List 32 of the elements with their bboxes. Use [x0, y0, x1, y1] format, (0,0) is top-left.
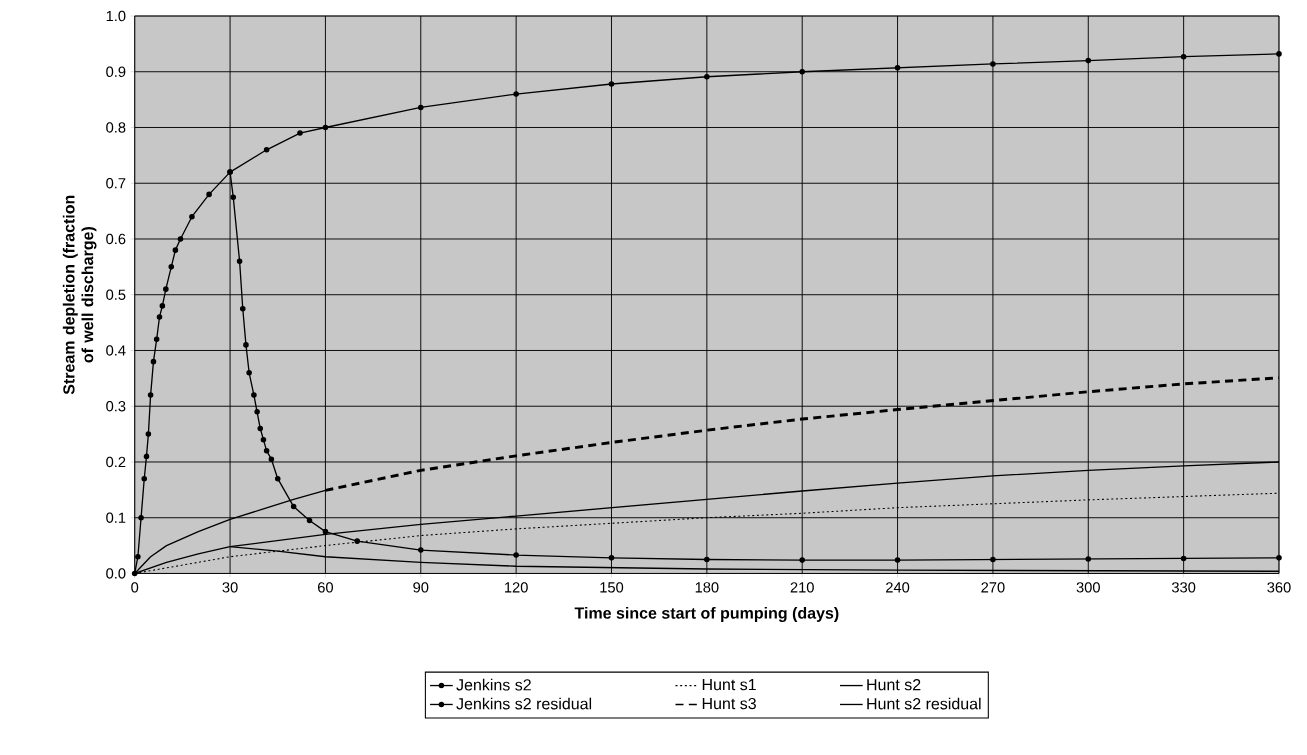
legend-label: Hunt s3 [702, 697, 756, 710]
x-tick-label: 60 [318, 582, 334, 593]
y-axis-title: Stream depletion (fraction of well discharge) [62, 195, 97, 395]
x-tick-label: 180 [695, 582, 719, 593]
x-tick-label: 270 [981, 582, 1005, 593]
legend-label: Hunt s1 [702, 679, 756, 691]
legend-label: Jenkins s2 [456, 678, 531, 691]
x-tick-label: 330 [1171, 582, 1196, 593]
x-tick-label: 300 [1076, 582, 1100, 593]
y-tick-label: 0.8 [106, 122, 126, 133]
y-tick-label: 0.6 [106, 233, 126, 245]
y-tick-label: 0.2 [106, 456, 126, 468]
y-tick-label: 0.3 [106, 401, 126, 412]
legend-label: Hunt s2 residual [867, 697, 981, 710]
x-tick-label: 30 [222, 582, 238, 593]
y-tick-label: 0.5 [106, 289, 126, 301]
y-tick-label: 0.1 [106, 512, 126, 523]
x-axis-title: Time since start of pumping (days) [574, 607, 839, 623]
y-tick-label: 0.0 [106, 568, 126, 579]
x-tick-label: 120 [505, 582, 528, 593]
x-tick-label: 240 [886, 582, 910, 593]
x-tick-label: 360 [1267, 582, 1291, 593]
x-tick-label: 150 [600, 582, 624, 593]
legend-label: Hunt s2 [867, 679, 921, 691]
x-tick-label: 0 [131, 582, 139, 593]
y-tick-label: 0.7 [106, 178, 126, 189]
y-tick-label: 0.9 [106, 66, 126, 78]
y-tick-label: 1.0 [106, 10, 126, 22]
x-tick-label: 210 [790, 582, 814, 593]
x-tick-label: 90 [413, 582, 429, 593]
y-tick-label: 0.4 [106, 345, 126, 356]
legend-label: Jenkins s2 residual [456, 697, 592, 710]
